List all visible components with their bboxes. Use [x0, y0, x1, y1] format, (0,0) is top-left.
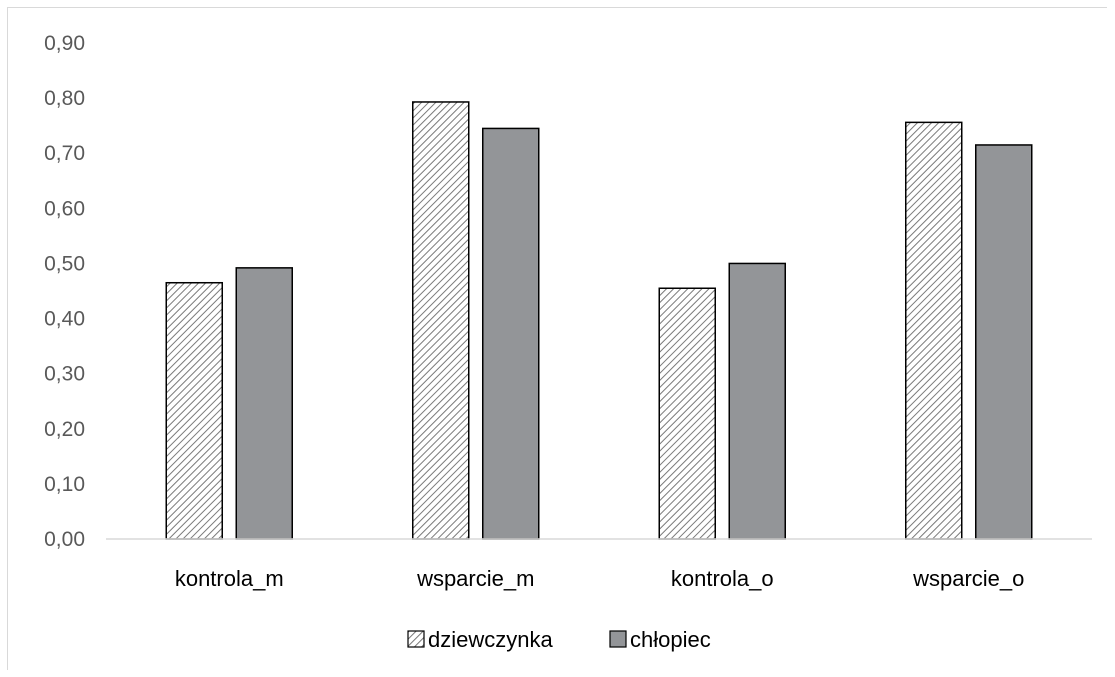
y-tick-label: 0,10 [44, 473, 85, 496]
bar-dziewczynka-wsparcie_m [412, 101, 470, 540]
bar-chłopiec-wsparcie_m [482, 127, 540, 540]
x-category-label: kontrola_m [175, 566, 284, 591]
bar-dziewczynka-kontrola_m [165, 281, 223, 540]
y-tick-label: 0,70 [44, 142, 85, 165]
legend-label-chłopiec: chłopiec [630, 627, 711, 652]
y-tick-label: 0,50 [44, 252, 85, 275]
y-axis: 0,00 0,10 0,20 0,30 0,40 0,50 0,60 0,70 0,80 0,90 [44, 32, 85, 551]
y-tick-label: 0,00 [44, 528, 85, 551]
legend-swatch-chłopiec [609, 630, 627, 648]
bar-dziewczynka-kontrola_o [658, 287, 716, 540]
x-category-label: kontrola_o [671, 566, 774, 591]
chart-frame [7, 7, 1107, 670]
y-tick-label: 0,80 [44, 87, 85, 110]
bar-chłopiec-wsparcie_o [975, 144, 1033, 540]
y-tick-label: 0,90 [44, 32, 85, 55]
x-category-label: wsparcie_m [416, 566, 534, 591]
bar-chłopiec-kontrola_m [235, 267, 293, 540]
y-tick-label: 0,40 [44, 308, 85, 331]
bar-chłopiec-kontrola_o [728, 262, 786, 540]
legend: dziewczynka chłopiec [407, 627, 711, 652]
bars [165, 101, 1033, 540]
x-category-label: wsparcie_o [912, 566, 1024, 591]
y-tick-label: 0,20 [44, 418, 85, 441]
legend-swatch-dziewczynka [407, 630, 425, 648]
bar-dziewczynka-wsparcie_o [905, 121, 963, 540]
y-tick-label: 0,60 [44, 197, 85, 220]
y-tick-label: 0,30 [44, 363, 85, 386]
legend-label-dziewczynka: dziewczynka [428, 627, 553, 652]
x-axis: kontrola_m wsparcie_m kontrola_o wsparcie_o [175, 566, 1025, 591]
